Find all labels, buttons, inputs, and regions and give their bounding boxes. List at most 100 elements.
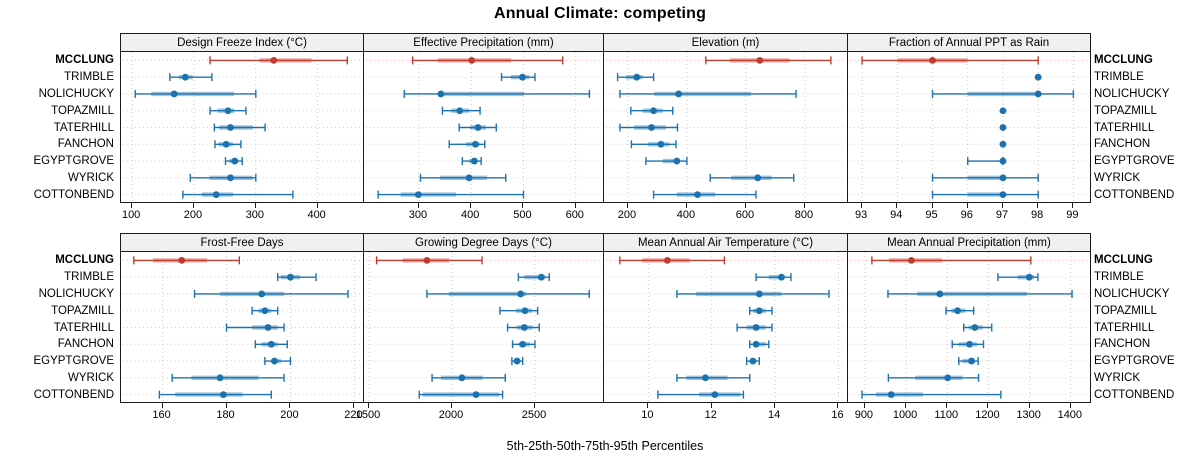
interval-wyrick bbox=[189, 173, 257, 182]
axis-tick-label: 93 bbox=[854, 209, 868, 221]
axis-tick bbox=[1001, 203, 1003, 208]
axis-tick-label: 95 bbox=[925, 209, 938, 221]
interval-fanchon bbox=[999, 140, 1007, 148]
interval-egyptgrove bbox=[461, 157, 482, 166]
interval-fanchon bbox=[214, 140, 242, 149]
interval-nolichucky bbox=[676, 289, 830, 298]
panel-header-frost-free-days: Frost-Free Days bbox=[120, 233, 364, 252]
panel-grid bbox=[861, 52, 1074, 203]
row-guides bbox=[850, 59, 1089, 196]
panel-header-elevation-m: Elevation (m) bbox=[603, 33, 848, 52]
interval-fanchon bbox=[951, 340, 985, 349]
interval-wyrick bbox=[931, 173, 1039, 182]
chart-title: Annual Climate: competing bbox=[493, 5, 707, 22]
axis-tick bbox=[289, 403, 291, 408]
station-label-right-nolichucky-band0: NOLICHUCKY bbox=[1094, 87, 1170, 100]
station-label-left-trimble-band1: TRIMBLE bbox=[64, 271, 114, 284]
panel-plot-fraction-of-annual-ppt-as-rain bbox=[847, 52, 1091, 203]
interval-taterhill bbox=[999, 124, 1007, 131]
interval-egyptgrove bbox=[745, 357, 760, 366]
interval-topazmill bbox=[945, 306, 975, 315]
station-label-right-wyrick-band0: WYRICK bbox=[1094, 171, 1140, 184]
axis-tick-label: 14 bbox=[767, 409, 781, 421]
axis-tick-label: 100 bbox=[121, 209, 141, 221]
panel-svg-growing-degree-days-c bbox=[366, 252, 602, 403]
axis-tick bbox=[367, 403, 369, 408]
station-label-right-wyrick-band1: WYRICK bbox=[1094, 371, 1140, 384]
axis-tick-label: 300 bbox=[408, 209, 428, 221]
panel-header-mean-annual-air-temperature-c: Mean Annual Air Temperature (°C) bbox=[603, 233, 848, 252]
panel-header-effective-precipitation-mm: Effective Precipitation (mm) bbox=[363, 33, 604, 52]
axis-tick bbox=[1069, 403, 1071, 408]
interval-trimble bbox=[517, 273, 550, 282]
interval-fanchon bbox=[254, 340, 288, 349]
station-label-right-taterhill-band1: TATERHILL bbox=[1094, 321, 1155, 334]
axis-tick-label: 16 bbox=[831, 409, 844, 421]
panel-plot-elevation-m bbox=[603, 52, 848, 203]
axis-tick-label: 400 bbox=[676, 209, 696, 221]
panel-svg-effective-precipitation-mm bbox=[366, 52, 602, 203]
interval-taterhill bbox=[225, 323, 285, 332]
interval-trimble bbox=[755, 273, 792, 282]
axis-tick bbox=[863, 403, 865, 408]
axis-tick-label: 1300 bbox=[1016, 409, 1041, 421]
interval-taterhill bbox=[458, 123, 497, 132]
axis-tick bbox=[685, 203, 687, 208]
station-label-left-fanchon-band1: FANCHON bbox=[57, 338, 114, 351]
axis-tick bbox=[744, 203, 746, 208]
interval-topazmill bbox=[441, 106, 481, 115]
axis-tick bbox=[626, 203, 628, 208]
panel-header-fraction-of-annual-ppt-as-rain: Fraction of Annual PPT as Rain bbox=[847, 33, 1091, 52]
panel-plot-effective-precipitation-mm bbox=[363, 52, 604, 203]
interval-mcclung bbox=[375, 256, 483, 265]
interval-trimble bbox=[616, 73, 655, 82]
axis-tick bbox=[533, 403, 535, 408]
station-label-left-topazmill-band1: TOPAZMILL bbox=[51, 304, 114, 317]
interval-mcclung bbox=[209, 56, 349, 65]
axis-tick-label: 99 bbox=[1066, 209, 1079, 221]
interval-cottonbend bbox=[657, 390, 745, 399]
station-label-left-mcclung-band1: MCCLUNG bbox=[55, 254, 114, 267]
interval-topazmill bbox=[630, 106, 674, 115]
axis-tick bbox=[647, 403, 649, 408]
panel-plot-mean-annual-air-temperature-c bbox=[603, 252, 848, 403]
axis-tick bbox=[803, 203, 805, 208]
station-label-right-topazmill-band0: TOPAZMILL bbox=[1094, 104, 1157, 117]
axis-tick-label: 400 bbox=[307, 209, 326, 221]
axis-tick-label: 94 bbox=[890, 209, 903, 221]
axis-tick-label: 800 bbox=[794, 209, 814, 221]
station-label-right-fanchon-band0: FANCHON bbox=[1094, 138, 1151, 151]
station-label-left-wyrick-band1: WYRICK bbox=[68, 371, 114, 384]
interval-trimble bbox=[500, 73, 536, 82]
station-label-left-egyptgrove-band0: EGYPTGROVE bbox=[33, 155, 114, 168]
axis-tick-label: 600 bbox=[735, 209, 755, 221]
station-label-right-egyptgrove-band1: EGYPTGROVE bbox=[1094, 355, 1175, 368]
axis-tick bbox=[161, 403, 163, 408]
axis-tick-label: 200 bbox=[617, 209, 637, 221]
axis-tick bbox=[966, 203, 968, 208]
interval-cottonbend bbox=[861, 390, 1002, 399]
x-axis-fraction-of-annual-ppt-as-rain: 93 94 95 96 97 98 99 bbox=[847, 203, 1091, 225]
interval-mcclung bbox=[619, 256, 726, 265]
station-label-right-mcclung-band0: MCCLUNG bbox=[1094, 54, 1153, 67]
axis-tick-label: 160 bbox=[152, 409, 171, 421]
station-label-left-cottonbend-band1: COTTONBEND bbox=[33, 388, 114, 401]
axis-tick bbox=[710, 403, 712, 408]
axis-tick bbox=[1037, 203, 1039, 208]
interval-egyptgrove bbox=[958, 357, 979, 366]
row-guides bbox=[606, 259, 846, 396]
station-label-left-taterhill-band0: TATERHILL bbox=[53, 121, 114, 134]
interval-cottonbend bbox=[652, 190, 757, 199]
panel-svg-frost-free-days bbox=[123, 252, 362, 403]
axis-tick bbox=[946, 403, 948, 408]
interval-egyptgrove bbox=[645, 157, 688, 166]
interval-egyptgrove bbox=[224, 157, 243, 166]
panel-header-growing-degree-days-c: Growing Degree Days (°C) bbox=[363, 233, 604, 252]
interval-nolichucky bbox=[931, 89, 1075, 98]
x-axis-mean-annual-air-temperature-c: 10 12 14 16 bbox=[603, 403, 848, 425]
interval-fanchon bbox=[630, 140, 677, 149]
axis-tick-label: 96 bbox=[960, 209, 973, 221]
interval-cottonbend bbox=[377, 190, 525, 199]
axis-tick bbox=[931, 203, 933, 208]
x-axis-effective-precipitation-mm: 300 400 500 600 bbox=[363, 203, 604, 225]
